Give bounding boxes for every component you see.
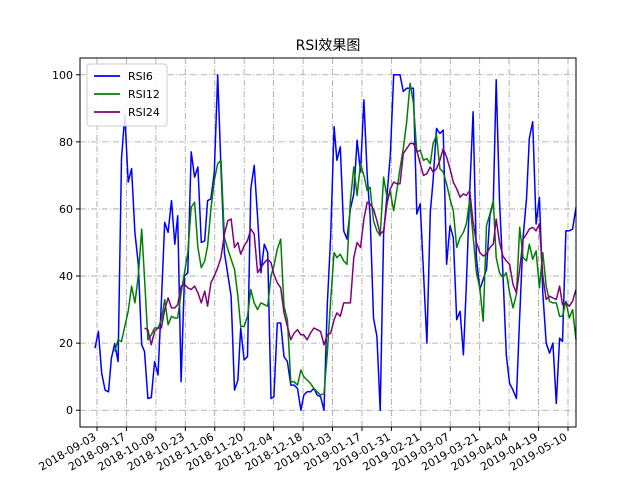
y-tick-label: 80 [59, 136, 73, 149]
plot-frame [79, 57, 577, 428]
series-lines [94, 74, 577, 411]
series-line-rsi24 [144, 142, 577, 346]
legend-label-rsi24: RSI24 [128, 106, 160, 119]
y-tick-label: 100 [52, 69, 73, 82]
y-tick-label: 20 [59, 337, 73, 350]
chart-title: RSI效果图 [296, 38, 361, 54]
legend-label-rsi6: RSI6 [128, 70, 153, 83]
series-line-rsi6 [94, 74, 577, 411]
series-line-rsi12 [113, 82, 577, 396]
y-tick-label: 60 [59, 203, 73, 216]
y-tick-label: 40 [59, 270, 73, 283]
legend-box [86, 63, 168, 127]
y-axis-ticks: 0 20 40 60 80 100 [52, 69, 80, 417]
y-tick-label: 0 [66, 404, 73, 417]
legend: RSI6 RSI12 RSI24 [86, 63, 168, 127]
legend-label-rsi12: RSI12 [128, 88, 160, 101]
